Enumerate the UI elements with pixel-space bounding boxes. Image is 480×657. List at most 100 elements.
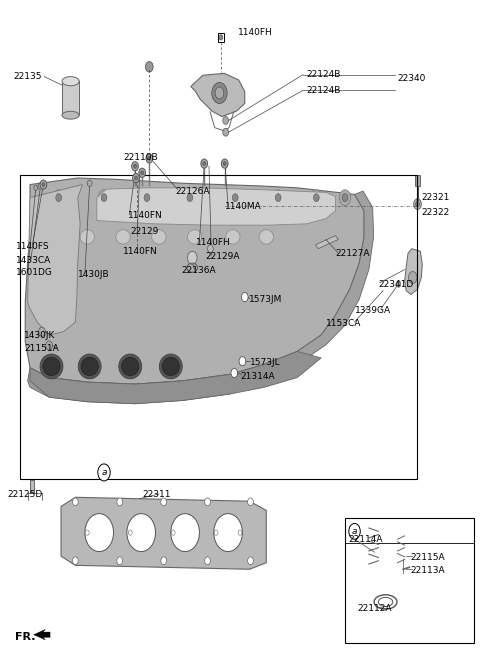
- Circle shape: [396, 281, 401, 287]
- Text: 1140FH: 1140FH: [238, 28, 272, 37]
- Circle shape: [38, 183, 43, 189]
- Ellipse shape: [119, 354, 142, 379]
- Ellipse shape: [40, 354, 63, 379]
- Circle shape: [212, 83, 227, 103]
- Circle shape: [311, 190, 322, 206]
- Polygon shape: [28, 368, 230, 404]
- Circle shape: [223, 116, 228, 124]
- Text: 1430JK: 1430JK: [24, 330, 56, 340]
- Circle shape: [342, 194, 348, 202]
- Polygon shape: [25, 178, 364, 384]
- Ellipse shape: [62, 77, 79, 86]
- Circle shape: [141, 171, 144, 175]
- Text: 22321: 22321: [421, 193, 450, 202]
- Circle shape: [349, 524, 360, 539]
- Ellipse shape: [214, 514, 242, 552]
- Text: 22135: 22135: [13, 72, 42, 81]
- Circle shape: [98, 464, 110, 481]
- Circle shape: [87, 180, 92, 187]
- Circle shape: [139, 168, 145, 177]
- Polygon shape: [405, 249, 422, 294]
- Ellipse shape: [78, 354, 101, 379]
- Polygon shape: [30, 351, 321, 404]
- Circle shape: [72, 498, 78, 506]
- Circle shape: [40, 180, 47, 189]
- Bar: [21, 175, 417, 479]
- Circle shape: [98, 190, 110, 206]
- Ellipse shape: [62, 111, 79, 119]
- Ellipse shape: [378, 597, 393, 606]
- Circle shape: [38, 327, 45, 336]
- Bar: [345, 518, 474, 643]
- Circle shape: [85, 530, 89, 535]
- Circle shape: [128, 530, 132, 535]
- Bar: [30, 480, 34, 493]
- Circle shape: [273, 190, 284, 206]
- Text: 1433CA: 1433CA: [16, 256, 51, 265]
- Polygon shape: [97, 188, 336, 225]
- Text: 22124B: 22124B: [307, 86, 341, 95]
- Circle shape: [187, 194, 193, 202]
- Circle shape: [229, 190, 241, 206]
- Circle shape: [133, 164, 136, 168]
- Circle shape: [204, 557, 210, 564]
- Text: 1601DG: 1601DG: [16, 269, 53, 277]
- Circle shape: [414, 199, 421, 210]
- Text: 1153CA: 1153CA: [326, 319, 361, 328]
- Text: 22125D: 22125D: [7, 490, 42, 499]
- Text: 22322: 22322: [421, 208, 450, 217]
- Circle shape: [144, 194, 150, 202]
- Circle shape: [214, 530, 218, 535]
- Circle shape: [231, 369, 238, 378]
- Polygon shape: [61, 497, 266, 569]
- Polygon shape: [315, 236, 338, 249]
- Polygon shape: [191, 74, 245, 116]
- Circle shape: [42, 183, 45, 187]
- Bar: [217, 33, 224, 42]
- Circle shape: [276, 194, 281, 202]
- Circle shape: [132, 162, 138, 171]
- Text: 22124B: 22124B: [307, 70, 341, 79]
- Circle shape: [46, 341, 52, 350]
- Circle shape: [117, 498, 122, 506]
- Ellipse shape: [152, 230, 166, 244]
- Text: 22127A: 22127A: [336, 250, 370, 258]
- Text: 22115A: 22115A: [411, 553, 445, 562]
- Text: 1573JL: 1573JL: [250, 358, 280, 367]
- Polygon shape: [28, 185, 83, 335]
- Circle shape: [101, 194, 107, 202]
- Circle shape: [117, 557, 122, 564]
- Circle shape: [203, 162, 205, 166]
- Circle shape: [313, 194, 319, 202]
- Polygon shape: [297, 191, 373, 361]
- Text: a: a: [101, 468, 107, 477]
- Text: 1140FH: 1140FH: [196, 238, 231, 247]
- Ellipse shape: [171, 514, 199, 552]
- Circle shape: [239, 357, 246, 366]
- Text: 1430JB: 1430JB: [78, 270, 109, 279]
- Text: FR.: FR.: [15, 632, 35, 643]
- Text: 21151A: 21151A: [24, 344, 59, 353]
- Text: 1140FN: 1140FN: [128, 212, 163, 221]
- Text: 22113A: 22113A: [411, 566, 445, 575]
- Ellipse shape: [162, 357, 180, 376]
- Circle shape: [232, 194, 238, 202]
- Circle shape: [132, 173, 139, 183]
- Ellipse shape: [43, 357, 60, 376]
- Text: 1140FN: 1140FN: [123, 247, 158, 256]
- Circle shape: [339, 190, 351, 206]
- Circle shape: [134, 176, 137, 180]
- Ellipse shape: [80, 230, 95, 244]
- Circle shape: [207, 245, 213, 252]
- Text: a: a: [352, 527, 357, 536]
- Text: 22341D: 22341D: [378, 279, 414, 288]
- Text: 22126A: 22126A: [176, 187, 210, 196]
- Text: 22311: 22311: [142, 489, 171, 499]
- Text: 22129: 22129: [130, 227, 158, 236]
- Circle shape: [248, 498, 253, 506]
- Text: 1140MA: 1140MA: [225, 202, 262, 212]
- Circle shape: [56, 194, 61, 202]
- Text: 21314A: 21314A: [240, 372, 275, 381]
- Circle shape: [219, 35, 223, 40]
- Circle shape: [34, 185, 37, 191]
